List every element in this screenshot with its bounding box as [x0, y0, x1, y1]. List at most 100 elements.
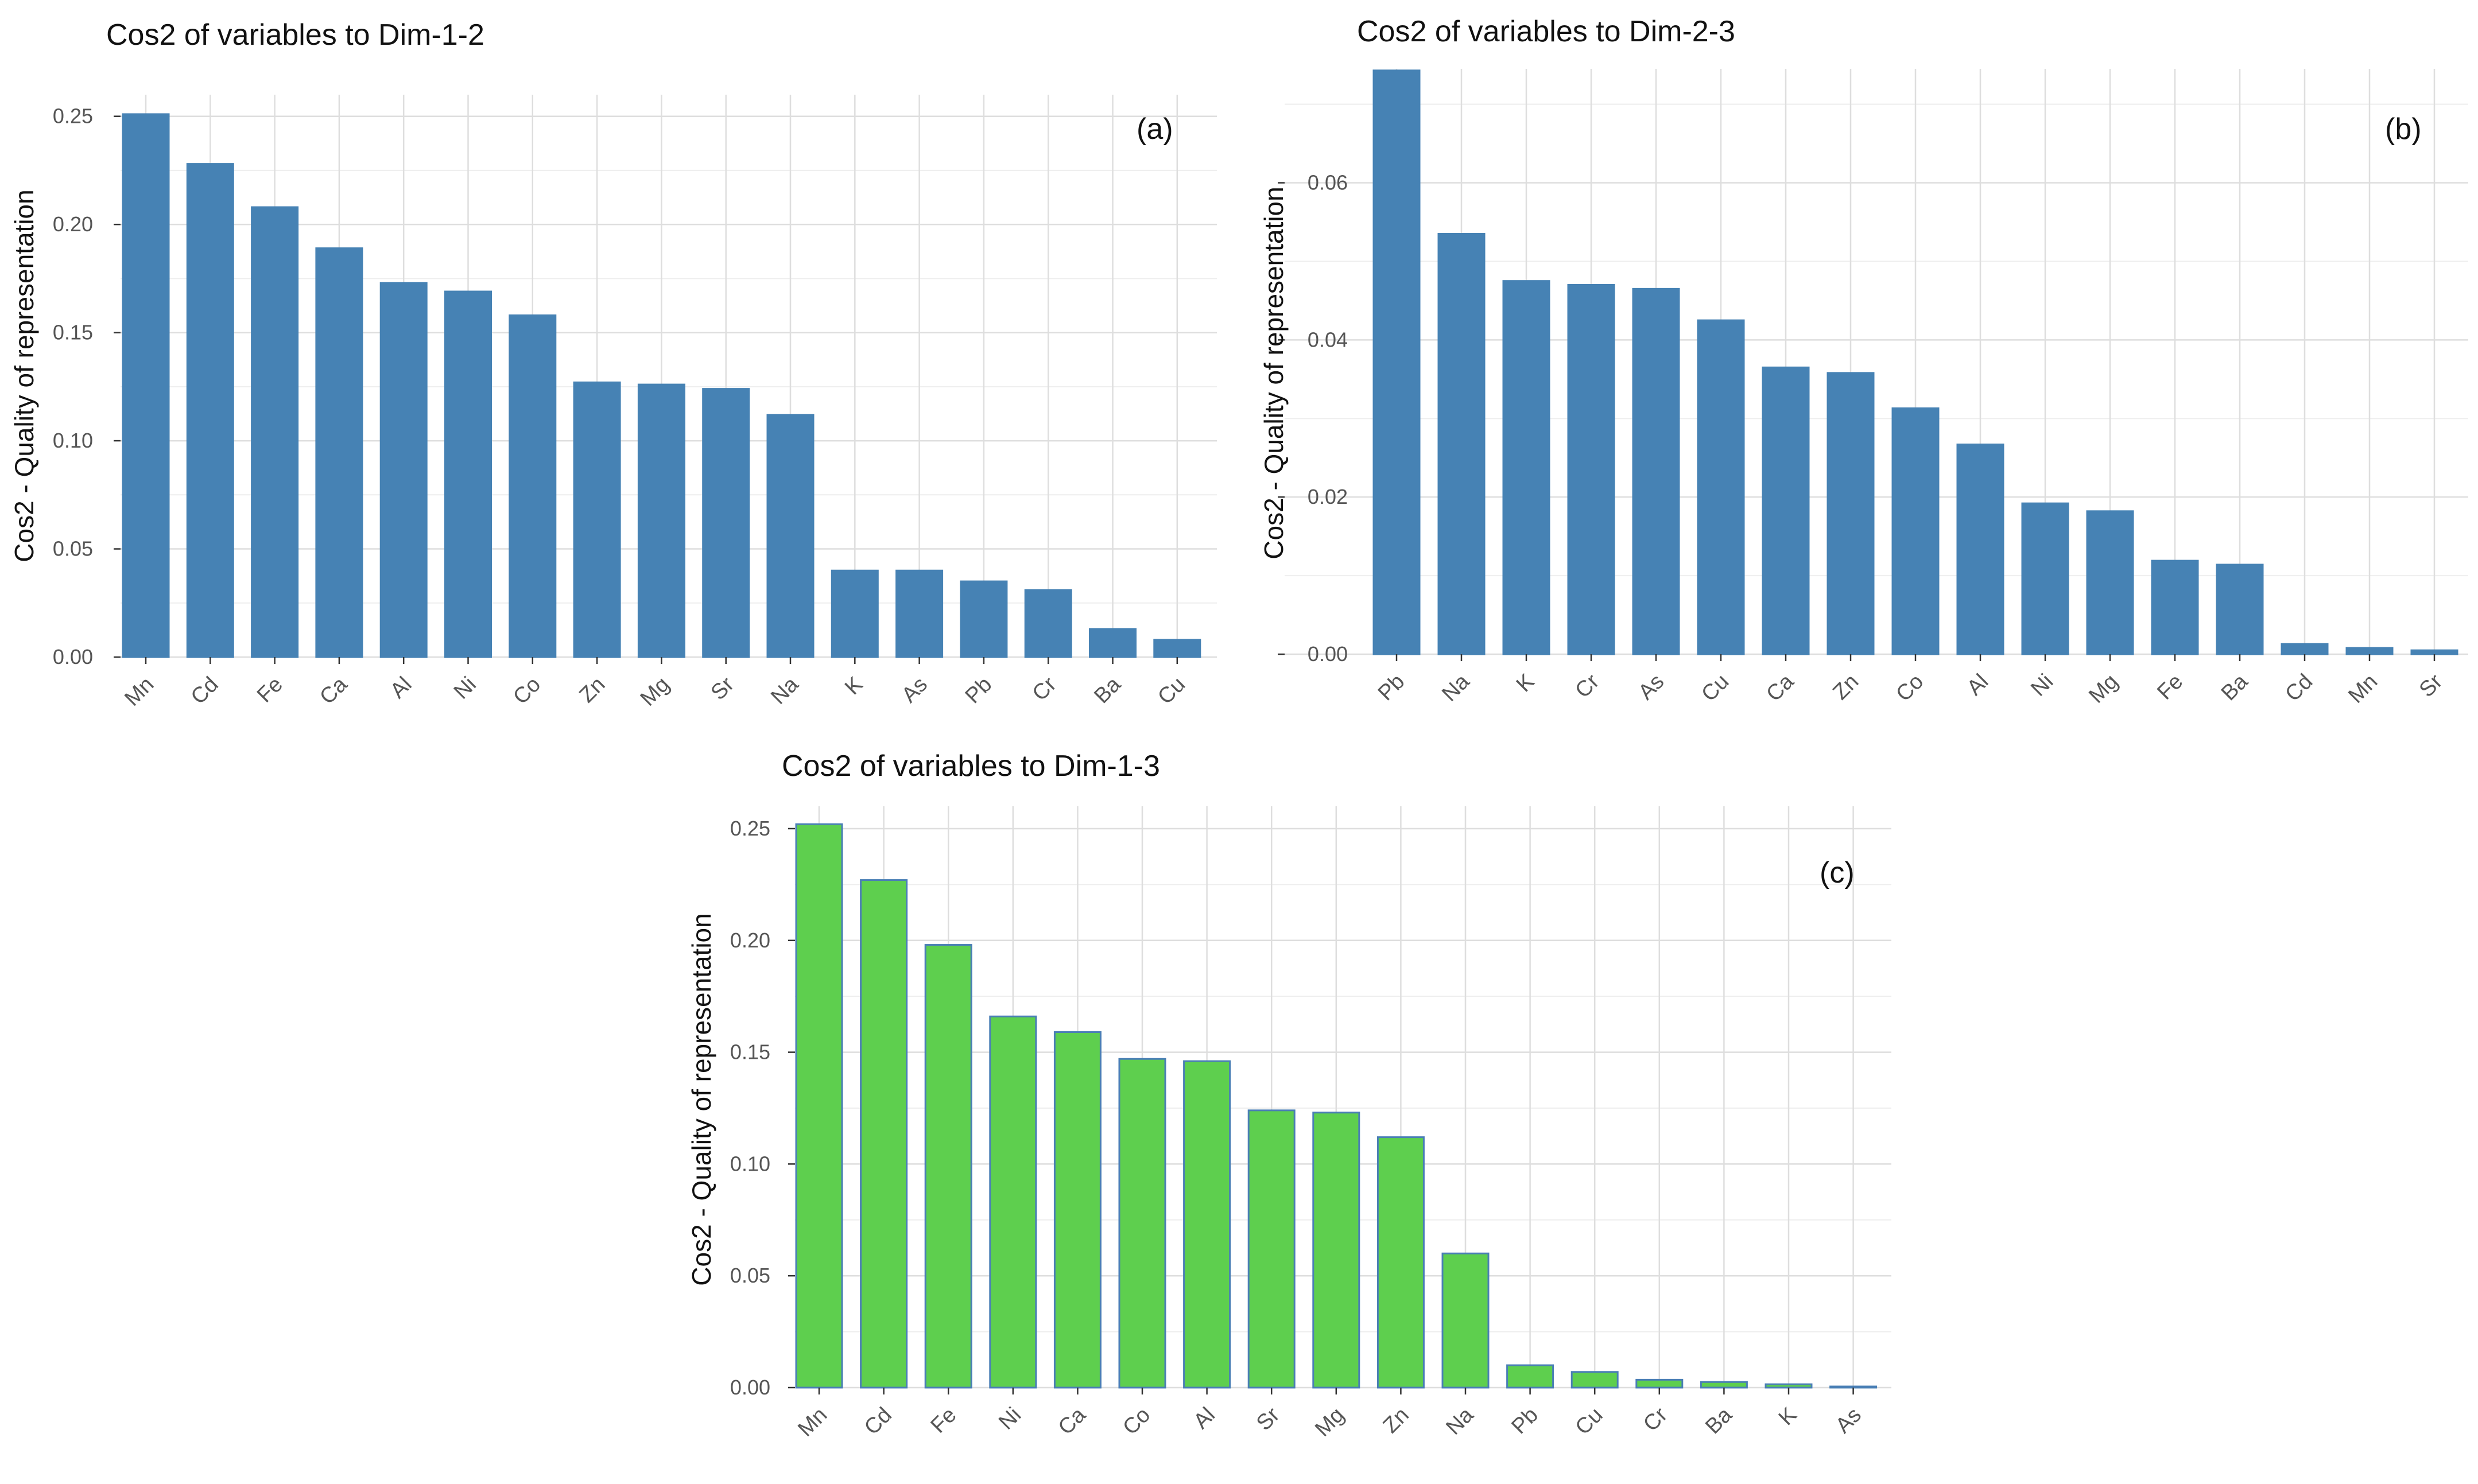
x-category-label: Ba	[1701, 1403, 1737, 1439]
bar-b-K	[1502, 280, 1550, 655]
x-category-label: K	[1774, 1403, 1802, 1431]
x-category-label: Mg	[2084, 670, 2123, 708]
y-tick-label: 0.00	[1308, 642, 1348, 666]
bar-a-Mn	[122, 113, 170, 658]
x-category-label: K	[1512, 670, 1539, 697]
x-category-label: As	[897, 673, 932, 708]
bar-a-Al	[379, 282, 428, 658]
bar-c-Cr	[1635, 1378, 1684, 1389]
y-tick-label: 0.06	[1308, 171, 1348, 195]
x-category-label: Cd	[860, 1403, 897, 1440]
y-tick-label: 0.25	[730, 817, 770, 840]
x-category-label: Na	[1441, 1403, 1479, 1440]
x-category-label: Fe	[253, 673, 288, 708]
panel-label: (a)	[1137, 112, 1173, 146]
x-category-label: Ba	[1089, 672, 1126, 708]
bar-a-Ba	[1089, 628, 1137, 658]
bar-c-Cu	[1570, 1371, 1619, 1389]
bar-a-Ni	[444, 290, 492, 658]
x-category-label: Pb	[1374, 670, 1410, 706]
bar-a-As	[895, 569, 944, 658]
bar-c-As	[1829, 1385, 1878, 1389]
x-category-label: Zn	[1379, 1403, 1414, 1438]
x-category-label: Na	[1437, 669, 1475, 706]
bar-b-Ni	[2021, 502, 2069, 655]
bar-a-Fe	[251, 206, 299, 658]
bar-c-Al	[1183, 1060, 1231, 1389]
bar-a-Co	[509, 314, 557, 658]
x-category-label: Zn	[1828, 670, 1863, 705]
x-category-label: Mn	[793, 1403, 832, 1442]
bar-c-Na	[1441, 1252, 1490, 1389]
x-category-label: Al	[1963, 670, 1994, 701]
y-tick-label: 0.15	[53, 321, 93, 344]
y-axis-label: Cos2 - Quality of representation	[9, 189, 39, 562]
bar-c-K	[1765, 1383, 1813, 1389]
bar-a-Cu	[1153, 639, 1201, 658]
bar-b-Cd	[2281, 643, 2329, 655]
y-tick-label: 0.04	[1308, 328, 1348, 351]
bar-a-Cr	[1024, 589, 1072, 658]
bar-b-Fe	[2151, 560, 2199, 655]
bar-b-Ca	[1762, 366, 1810, 655]
bar-b-Sr	[2410, 649, 2458, 655]
x-category-label: Cd	[187, 673, 223, 709]
bar-c-Sr	[1247, 1109, 1296, 1389]
bar-c-Cd	[860, 879, 908, 1389]
x-category-label: Ca	[315, 672, 352, 709]
bar-b-Cr	[1567, 284, 1615, 655]
x-category-label: Fe	[2153, 670, 2188, 705]
x-category-label: K	[840, 673, 868, 700]
y-tick-label: 0.20	[730, 929, 770, 952]
x-category-label: Zn	[575, 673, 610, 708]
x-category-label: Cu	[1697, 670, 1734, 706]
bar-c-Co	[1118, 1058, 1166, 1389]
bar-b-Pb	[1372, 69, 1421, 655]
bar-a-Sr	[702, 388, 750, 658]
x-category-label: Al	[1189, 1403, 1220, 1434]
x-category-label: As	[1634, 670, 1669, 705]
y-tick-label: 0.00	[730, 1376, 770, 1399]
panel-label: (c)	[1820, 856, 1855, 889]
x-category-label: Co	[509, 673, 545, 709]
bar-b-Mn	[2345, 647, 2394, 655]
x-category-label: Sr	[1252, 1403, 1285, 1435]
x-category-label: Ca	[1054, 1403, 1091, 1440]
x-category-label: Co	[1891, 670, 1928, 706]
chart-title: Cos2 of variables to Dim-1-2	[106, 18, 484, 52]
x-category-label: Cr	[1639, 1403, 1672, 1436]
bar-b-Al	[1956, 443, 2004, 655]
bar-b-Co	[1891, 407, 1940, 655]
x-category-label: Cu	[1153, 673, 1190, 709]
x-category-label: Ni	[994, 1403, 1026, 1435]
bar-b-Ba	[2216, 564, 2264, 655]
y-tick-label: 0.02	[1308, 485, 1348, 508]
x-category-label: Cr	[1570, 669, 1604, 702]
y-axis-label: Cos2 - Quality of representation	[1259, 187, 1289, 559]
bar-b-Cu	[1697, 319, 1745, 655]
chart-title: Cos2 of variables to Dim-2-3	[1357, 15, 1735, 48]
x-category-label: Mn	[2344, 670, 2382, 708]
bar-c-Mg	[1312, 1112, 1360, 1389]
x-category-label: Sr	[706, 672, 739, 705]
bar-c-Mn	[795, 823, 843, 1389]
x-category-label: Al	[386, 673, 417, 704]
bar-a-K	[831, 569, 879, 658]
y-tick-label: 0.15	[730, 1040, 770, 1064]
x-category-label: Cu	[1571, 1403, 1608, 1440]
x-category-label: Pb	[1507, 1403, 1543, 1439]
bar-c-Fe	[924, 944, 972, 1389]
x-category-label: Sr	[2415, 669, 2448, 702]
bar-a-Pb	[960, 580, 1008, 658]
x-category-label: Ca	[1762, 669, 1799, 706]
x-category-label: Mg	[1310, 1403, 1349, 1442]
bar-c-Ba	[1700, 1381, 1748, 1389]
bar-a-Zn	[573, 381, 621, 658]
y-tick-label: 0.10	[53, 429, 93, 452]
bar-c-Pb	[1506, 1364, 1554, 1389]
x-category-label: Na	[766, 672, 804, 709]
bar-b-As	[1632, 288, 1680, 655]
x-category-label: Pb	[961, 673, 997, 709]
bar-c-Ni	[989, 1015, 1037, 1389]
